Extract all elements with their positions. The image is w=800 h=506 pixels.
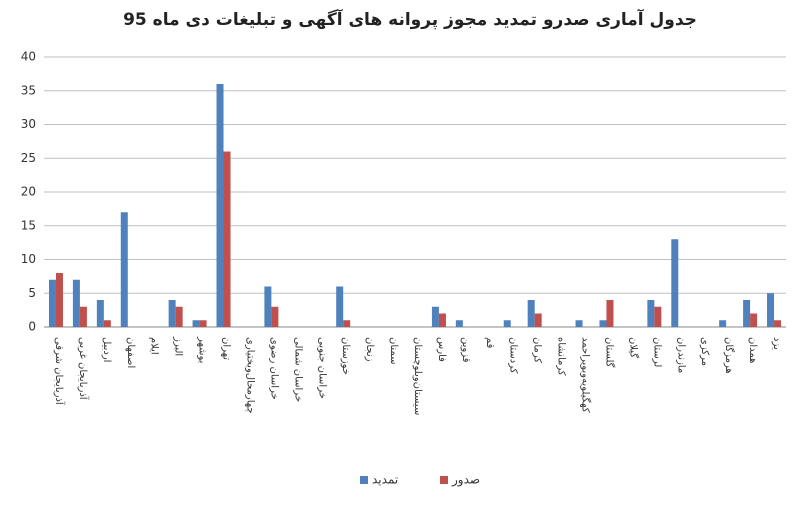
x-tick-label: فارس	[436, 337, 447, 362]
x-tick-label: اردبیل	[101, 337, 112, 362]
y-tick-label: 10	[21, 252, 36, 266]
bar	[438, 313, 446, 327]
x-tick-label: گیلان	[627, 337, 639, 358]
x-tick-label: مرکزی	[699, 337, 710, 366]
x-tick-label: تهران	[221, 337, 232, 360]
x-tick-label: مازندران	[675, 337, 686, 373]
y-tick-label: 35	[21, 83, 36, 97]
bar	[750, 313, 758, 327]
bar	[271, 306, 279, 327]
legend-swatch	[360, 476, 368, 484]
bar	[774, 320, 782, 327]
bar	[575, 320, 583, 327]
bar	[79, 306, 87, 327]
x-tick-label: کردستان	[508, 337, 519, 374]
bar	[606, 300, 614, 327]
x-tick-label: قم	[484, 337, 495, 349]
x-tick-label: زنجان	[364, 337, 375, 362]
bar	[175, 306, 183, 327]
bar	[103, 320, 111, 327]
bar	[743, 300, 751, 327]
bar	[96, 300, 104, 327]
bar	[120, 212, 128, 327]
bar	[223, 151, 231, 327]
y-tick-label: 0	[28, 320, 36, 334]
bar	[336, 286, 344, 327]
bar	[431, 306, 439, 327]
x-tick-label: خراسان شمالی	[292, 337, 303, 402]
bar	[168, 300, 176, 327]
x-tick-label: قزوین	[460, 337, 471, 363]
x-tick-label: بوشهر	[197, 336, 208, 363]
bar	[767, 293, 775, 327]
x-tick-label: سمنان	[388, 337, 399, 365]
bar	[343, 320, 351, 327]
x-tick-label: البرز	[173, 336, 184, 356]
chart-title: جدول آماری صدرو تمدید مجوز پروانه های آگ…	[123, 8, 697, 30]
x-tick-label: خراسان جنوبی	[316, 337, 327, 399]
bar	[671, 239, 679, 327]
x-tick-label: کرمانشاه	[556, 337, 567, 376]
y-tick-label: 20	[21, 185, 36, 199]
x-tick-label: لرستان	[651, 337, 662, 367]
y-tick-label: 15	[21, 218, 36, 232]
x-tick-label: گلستان	[603, 337, 615, 368]
x-tick-label: یزد	[771, 337, 782, 350]
bar	[264, 286, 272, 327]
x-tick-label: خراسان رضوی	[268, 337, 279, 400]
x-tick-label: کهگیلویه‌وبویراحمد	[580, 337, 592, 413]
bar	[192, 320, 200, 327]
y-tick-label: 40	[21, 50, 36, 64]
bar	[599, 320, 607, 327]
bar	[48, 279, 56, 327]
x-tick-label: آذربایجان شرقی	[53, 337, 66, 406]
x-tick-label: کرمان	[532, 337, 543, 363]
x-tick-label: آذربایجان غربی	[77, 337, 90, 401]
bar	[654, 306, 662, 327]
y-tick-label: 5	[28, 286, 36, 300]
x-tick-label: همدان	[747, 337, 758, 363]
x-tick-label: ایلام	[149, 337, 160, 355]
legend-swatch	[440, 476, 448, 484]
x-tick-label: هرمزگان	[723, 337, 735, 374]
bar	[216, 84, 224, 327]
legend-label: تمدید	[372, 473, 398, 487]
x-tick-label: سیستان‌وبلوچستان	[412, 337, 423, 415]
bar	[72, 279, 80, 327]
y-tick-label: 25	[21, 151, 36, 165]
bar	[719, 320, 727, 327]
legend-label: صدور	[451, 473, 480, 488]
bar	[534, 313, 542, 327]
x-tick-label: اصفهان	[125, 337, 136, 368]
bar	[503, 320, 511, 327]
bar	[55, 273, 63, 327]
y-tick-label: 30	[21, 117, 36, 131]
bar	[647, 300, 655, 327]
x-tick-label: خوزستان	[340, 337, 351, 375]
bar	[199, 320, 207, 327]
bar	[455, 320, 463, 327]
x-tick-label: چهارمحال‌وبختیاری	[244, 337, 255, 414]
bar	[527, 300, 535, 327]
